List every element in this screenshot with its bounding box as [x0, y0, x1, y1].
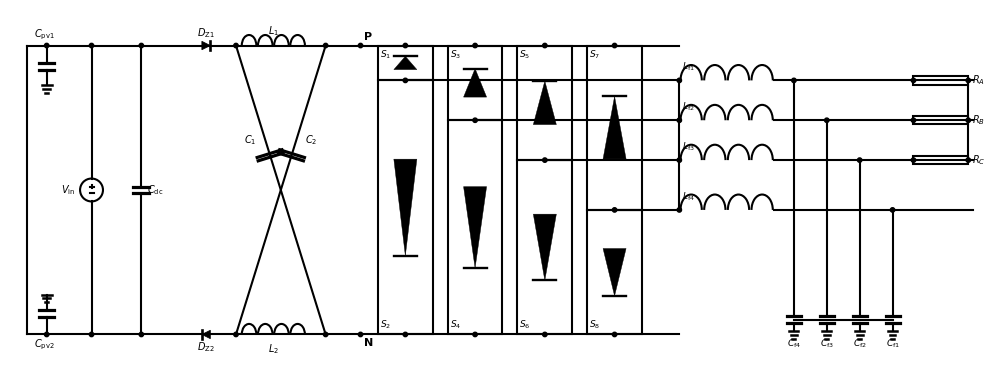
Circle shape — [966, 118, 970, 123]
Circle shape — [677, 158, 682, 162]
Bar — [378, 45, 433, 80]
Circle shape — [139, 44, 144, 48]
Circle shape — [966, 78, 970, 82]
Text: $R_{C}$: $R_{C}$ — [972, 153, 985, 167]
Circle shape — [473, 332, 477, 337]
Bar — [587, 45, 642, 210]
Circle shape — [139, 332, 144, 337]
Circle shape — [890, 208, 895, 212]
Text: $C_{\mathrm{f3}}$: $C_{\mathrm{f3}}$ — [820, 338, 834, 350]
Bar — [517, 45, 572, 160]
Text: $C_{\mathrm{f2}}$: $C_{\mathrm{f2}}$ — [853, 338, 867, 350]
Text: $C_1$: $C_1$ — [244, 134, 256, 147]
Circle shape — [911, 78, 916, 82]
Circle shape — [358, 44, 363, 48]
Circle shape — [543, 158, 547, 162]
Text: P: P — [364, 32, 372, 42]
Circle shape — [403, 78, 408, 82]
Circle shape — [234, 44, 238, 48]
Circle shape — [911, 118, 916, 123]
Circle shape — [677, 118, 682, 123]
Circle shape — [543, 332, 547, 337]
Bar — [448, 45, 502, 120]
Polygon shape — [464, 69, 487, 97]
Text: $C_{\mathrm{pv1}}$: $C_{\mathrm{pv1}}$ — [34, 28, 55, 42]
Circle shape — [323, 332, 328, 337]
Text: $S_{3}$: $S_{3}$ — [450, 48, 461, 61]
Polygon shape — [533, 81, 556, 124]
Text: $C_2$: $C_2$ — [305, 134, 318, 147]
Circle shape — [966, 158, 970, 162]
Text: $D_{\mathrm{Z2}}$: $D_{\mathrm{Z2}}$ — [197, 340, 215, 354]
Text: $S_{5}$: $S_{5}$ — [519, 48, 531, 61]
Circle shape — [44, 332, 49, 337]
Bar — [448, 120, 502, 334]
Circle shape — [89, 332, 94, 337]
Text: $L_2$: $L_2$ — [268, 342, 279, 356]
Polygon shape — [202, 330, 210, 339]
Text: $L_{\mathrm{f2}}$: $L_{\mathrm{f2}}$ — [682, 101, 695, 113]
Bar — [517, 160, 572, 334]
Text: $S_{7}$: $S_{7}$ — [589, 48, 600, 61]
Text: N: N — [364, 339, 373, 348]
Circle shape — [543, 44, 547, 48]
Text: $C_{\mathrm{f4}}$: $C_{\mathrm{f4}}$ — [787, 338, 801, 350]
Circle shape — [89, 44, 94, 48]
Circle shape — [473, 44, 477, 48]
Text: $S_{2}$: $S_{2}$ — [380, 319, 391, 332]
Text: $L_1$: $L_1$ — [268, 24, 279, 38]
Circle shape — [323, 44, 328, 48]
Circle shape — [612, 332, 617, 337]
Polygon shape — [202, 41, 210, 50]
Text: $S_{6}$: $S_{6}$ — [519, 319, 531, 332]
Text: $S_{1}$: $S_{1}$ — [380, 48, 391, 61]
Polygon shape — [603, 96, 626, 159]
Polygon shape — [394, 159, 417, 256]
Circle shape — [911, 158, 916, 162]
Text: $C_{\mathrm{pv2}}$: $C_{\mathrm{pv2}}$ — [34, 338, 55, 352]
Text: $L_{\mathrm{f1}}$: $L_{\mathrm{f1}}$ — [682, 61, 695, 74]
Polygon shape — [533, 214, 556, 280]
Circle shape — [403, 332, 408, 337]
Circle shape — [677, 78, 682, 82]
Circle shape — [792, 78, 796, 82]
Circle shape — [677, 208, 682, 212]
Circle shape — [358, 332, 363, 337]
Text: $S_{4}$: $S_{4}$ — [450, 319, 461, 332]
Polygon shape — [464, 187, 487, 268]
Circle shape — [234, 332, 238, 337]
Circle shape — [612, 44, 617, 48]
Bar — [587, 210, 642, 334]
Text: $L_{\mathrm{f4}}$: $L_{\mathrm{f4}}$ — [682, 190, 695, 203]
Polygon shape — [394, 56, 417, 70]
Text: $L_{\mathrm{f3}}$: $L_{\mathrm{f3}}$ — [682, 141, 695, 153]
Circle shape — [612, 208, 617, 212]
Bar — [378, 80, 433, 334]
Text: $C_{\mathrm{f1}}$: $C_{\mathrm{f1}}$ — [886, 338, 900, 350]
Text: $V_{\mathrm{in}}$: $V_{\mathrm{in}}$ — [61, 183, 76, 197]
Bar — [913, 156, 968, 164]
Circle shape — [44, 44, 49, 48]
Polygon shape — [603, 249, 626, 296]
Circle shape — [473, 118, 477, 123]
Text: $R_{A}$: $R_{A}$ — [972, 74, 985, 87]
Circle shape — [403, 44, 408, 48]
Circle shape — [825, 118, 829, 123]
Circle shape — [857, 158, 862, 162]
Bar — [913, 76, 968, 85]
Text: $C_{\mathrm{dc}}$: $C_{\mathrm{dc}}$ — [147, 183, 164, 197]
Bar — [913, 116, 968, 124]
Text: $R_{B}$: $R_{B}$ — [972, 113, 985, 127]
Text: $S_{8}$: $S_{8}$ — [589, 319, 600, 332]
Text: $D_{\mathrm{Z1}}$: $D_{\mathrm{Z1}}$ — [197, 26, 215, 40]
